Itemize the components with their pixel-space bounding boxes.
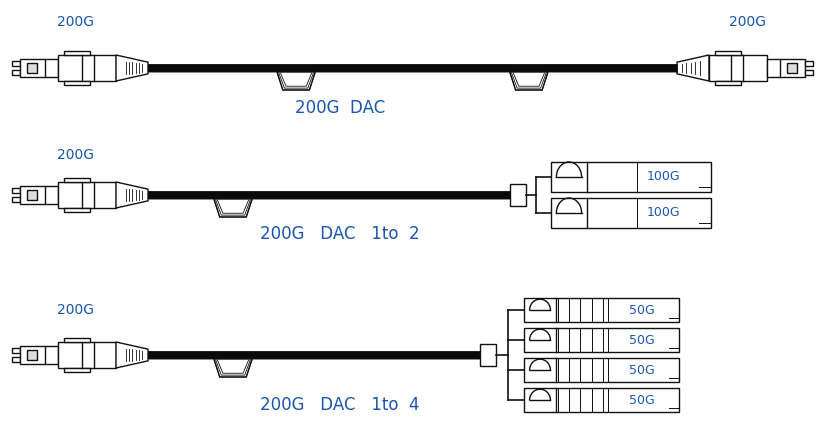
Bar bbox=[715, 81, 741, 85]
Text: 200G: 200G bbox=[728, 15, 765, 29]
Polygon shape bbox=[677, 55, 709, 81]
Bar bbox=[64, 338, 90, 342]
Bar bbox=[27, 63, 38, 73]
Bar bbox=[12, 357, 20, 362]
Text: 200G   DAC   1to  2: 200G DAC 1to 2 bbox=[261, 225, 420, 243]
Polygon shape bbox=[116, 182, 148, 208]
Bar bbox=[27, 350, 38, 360]
Bar bbox=[551, 162, 711, 192]
Bar bbox=[64, 178, 90, 182]
Bar bbox=[148, 64, 677, 72]
Bar bbox=[64, 51, 90, 55]
Bar bbox=[709, 55, 767, 81]
Text: 200G: 200G bbox=[57, 15, 94, 29]
Text: 50G: 50G bbox=[629, 333, 655, 346]
Bar bbox=[58, 342, 116, 368]
Bar bbox=[20, 186, 58, 204]
Bar bbox=[767, 59, 805, 77]
Text: 200G  DAC: 200G DAC bbox=[295, 99, 386, 117]
Bar bbox=[551, 198, 711, 228]
Bar bbox=[64, 81, 90, 85]
Text: 50G: 50G bbox=[629, 304, 655, 317]
Text: 50G: 50G bbox=[629, 364, 655, 377]
Bar bbox=[58, 182, 116, 208]
Bar bbox=[20, 346, 58, 364]
Polygon shape bbox=[214, 359, 252, 377]
Bar bbox=[12, 70, 20, 75]
Bar bbox=[524, 328, 679, 352]
Text: 200G: 200G bbox=[57, 148, 94, 162]
Polygon shape bbox=[510, 72, 548, 90]
Polygon shape bbox=[116, 55, 148, 81]
Bar bbox=[524, 298, 679, 322]
Bar bbox=[715, 51, 741, 55]
Bar bbox=[148, 351, 480, 359]
Bar bbox=[805, 61, 813, 66]
Bar bbox=[64, 368, 90, 372]
Bar bbox=[148, 191, 510, 199]
Bar bbox=[12, 188, 20, 193]
Text: 100G: 100G bbox=[647, 206, 681, 219]
Text: 200G   DAC   1to  4: 200G DAC 1to 4 bbox=[261, 396, 420, 414]
Bar bbox=[510, 184, 526, 206]
Bar bbox=[64, 208, 90, 212]
Text: 200G: 200G bbox=[57, 303, 94, 317]
Polygon shape bbox=[214, 199, 252, 217]
Bar bbox=[805, 70, 813, 75]
Bar bbox=[20, 59, 58, 77]
Bar bbox=[524, 388, 679, 412]
Polygon shape bbox=[116, 342, 148, 368]
Bar bbox=[27, 190, 38, 200]
Text: 100G: 100G bbox=[647, 170, 681, 184]
Bar bbox=[787, 63, 797, 73]
Bar bbox=[12, 197, 20, 202]
Bar bbox=[58, 55, 116, 81]
Bar bbox=[524, 358, 679, 382]
Bar bbox=[12, 61, 20, 66]
Bar bbox=[480, 344, 496, 366]
Text: 50G: 50G bbox=[629, 393, 655, 406]
Bar bbox=[12, 348, 20, 353]
Polygon shape bbox=[277, 72, 315, 90]
